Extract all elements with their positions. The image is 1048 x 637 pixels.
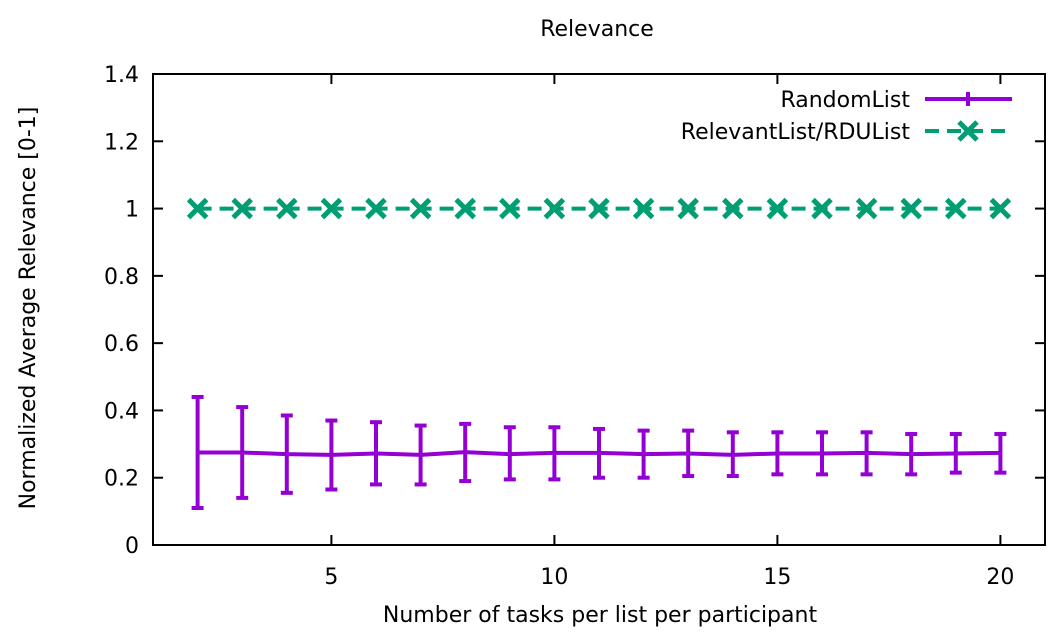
relevantlist-point <box>632 197 655 220</box>
relevantlist-point <box>454 197 476 220</box>
relevantlist-point <box>588 197 610 220</box>
x-marker-stroke <box>722 197 744 220</box>
x-marker-stroke <box>499 197 521 220</box>
randomlist-errorbar <box>370 420 382 487</box>
legend-label-randomlist: RandomList <box>780 88 910 113</box>
y-tick-label: 0 <box>125 534 139 559</box>
relevantlist-point <box>231 197 253 220</box>
relevantlist-point <box>677 197 699 220</box>
relevantlist-point <box>543 197 566 220</box>
legend: RandomList RelevantList/RDUList <box>681 88 1012 145</box>
y-tick-label: 0.8 <box>104 265 139 290</box>
randomlist-errorbar <box>905 431 918 477</box>
randomlist-errorbar <box>414 423 427 487</box>
x-marker-stroke <box>365 197 387 220</box>
randomlist-errorbar <box>637 428 650 480</box>
randomlist-errorbar <box>949 431 962 475</box>
x-marker-stroke <box>409 197 432 220</box>
randomlist-errorbar <box>860 430 873 477</box>
chart-title: Relevance <box>540 17 654 42</box>
x-marker-stroke <box>543 197 566 220</box>
x-marker-stroke <box>677 197 699 220</box>
x-marker-stroke <box>989 197 1012 220</box>
legend-marker-relevantlist <box>957 120 979 142</box>
x-marker-stroke <box>945 197 967 220</box>
randomlist-errorbar <box>548 425 561 482</box>
randomlist-errorbar <box>682 428 695 479</box>
randomlist-errorbar <box>325 418 338 492</box>
relevantlist-point <box>409 197 432 220</box>
x-tick-label: 5 <box>324 565 338 590</box>
y-tick-label: 1 <box>125 198 139 223</box>
y-tick-label: 0.4 <box>104 399 139 424</box>
x-marker-stroke <box>811 197 833 220</box>
y-tick-label: 0.6 <box>104 332 139 357</box>
x-marker-stroke <box>454 197 476 220</box>
x-marker-stroke <box>766 197 789 220</box>
relevantlist-point <box>811 197 833 220</box>
x-marker-stroke <box>320 197 343 220</box>
relevantlist-point <box>855 197 878 220</box>
x-axis-label: Number of tasks per list per participant <box>383 603 818 628</box>
relevantlist-point <box>186 197 209 220</box>
relevantlist-point <box>989 197 1012 220</box>
x-tick-label: 20 <box>986 565 1014 590</box>
x-marker-stroke <box>231 197 253 220</box>
randomlist-errorbar <box>191 394 204 510</box>
randomlist-errorbar <box>816 430 828 477</box>
x-marker-stroke <box>900 197 922 220</box>
y-tick-label: 0.2 <box>104 467 139 492</box>
relevantlist-point <box>276 197 298 220</box>
relevantlist-point <box>320 197 343 220</box>
x-marker-stroke <box>588 197 610 220</box>
randomlist-errorbar <box>994 431 1007 475</box>
relevantlist-point <box>365 197 387 220</box>
x-marker-stroke <box>855 197 878 220</box>
plot-frame <box>152 73 1046 546</box>
relevantlist-point <box>499 197 521 220</box>
x-marker-stroke <box>186 197 209 220</box>
randomlist-errorbar <box>771 430 784 477</box>
relevantlist-point <box>722 197 744 220</box>
plot-area <box>186 197 1012 510</box>
randomlist-errorbar <box>459 421 472 484</box>
y-axis-label: Normalized Average Relevance [0-1] <box>16 107 41 510</box>
relevantlist-point <box>945 197 967 220</box>
randomlist-errorbar <box>280 413 293 495</box>
x-marker-stroke <box>276 197 298 220</box>
randomlist-errorbar <box>236 405 249 500</box>
randomlist-errorbar <box>593 426 605 480</box>
randomlist-errorbar <box>726 430 739 479</box>
relevantlist-point <box>766 197 789 220</box>
legend-label-relevantlist: RelevantList/RDUList <box>681 120 911 145</box>
y-axis: 0 0.2 0.4 0.6 0.8 1 1.2 1.4 <box>104 63 1045 559</box>
y-tick-label: 1.4 <box>104 63 139 88</box>
relevantlist-point <box>900 197 922 220</box>
x-axis: 5 10 15 20 <box>324 74 1014 590</box>
randomlist-errorbar <box>503 425 516 482</box>
x-marker-stroke <box>632 197 655 220</box>
x-tick-label: 15 <box>763 565 791 590</box>
y-tick-label: 1.2 <box>104 130 139 155</box>
x-tick-label: 10 <box>540 565 568 590</box>
